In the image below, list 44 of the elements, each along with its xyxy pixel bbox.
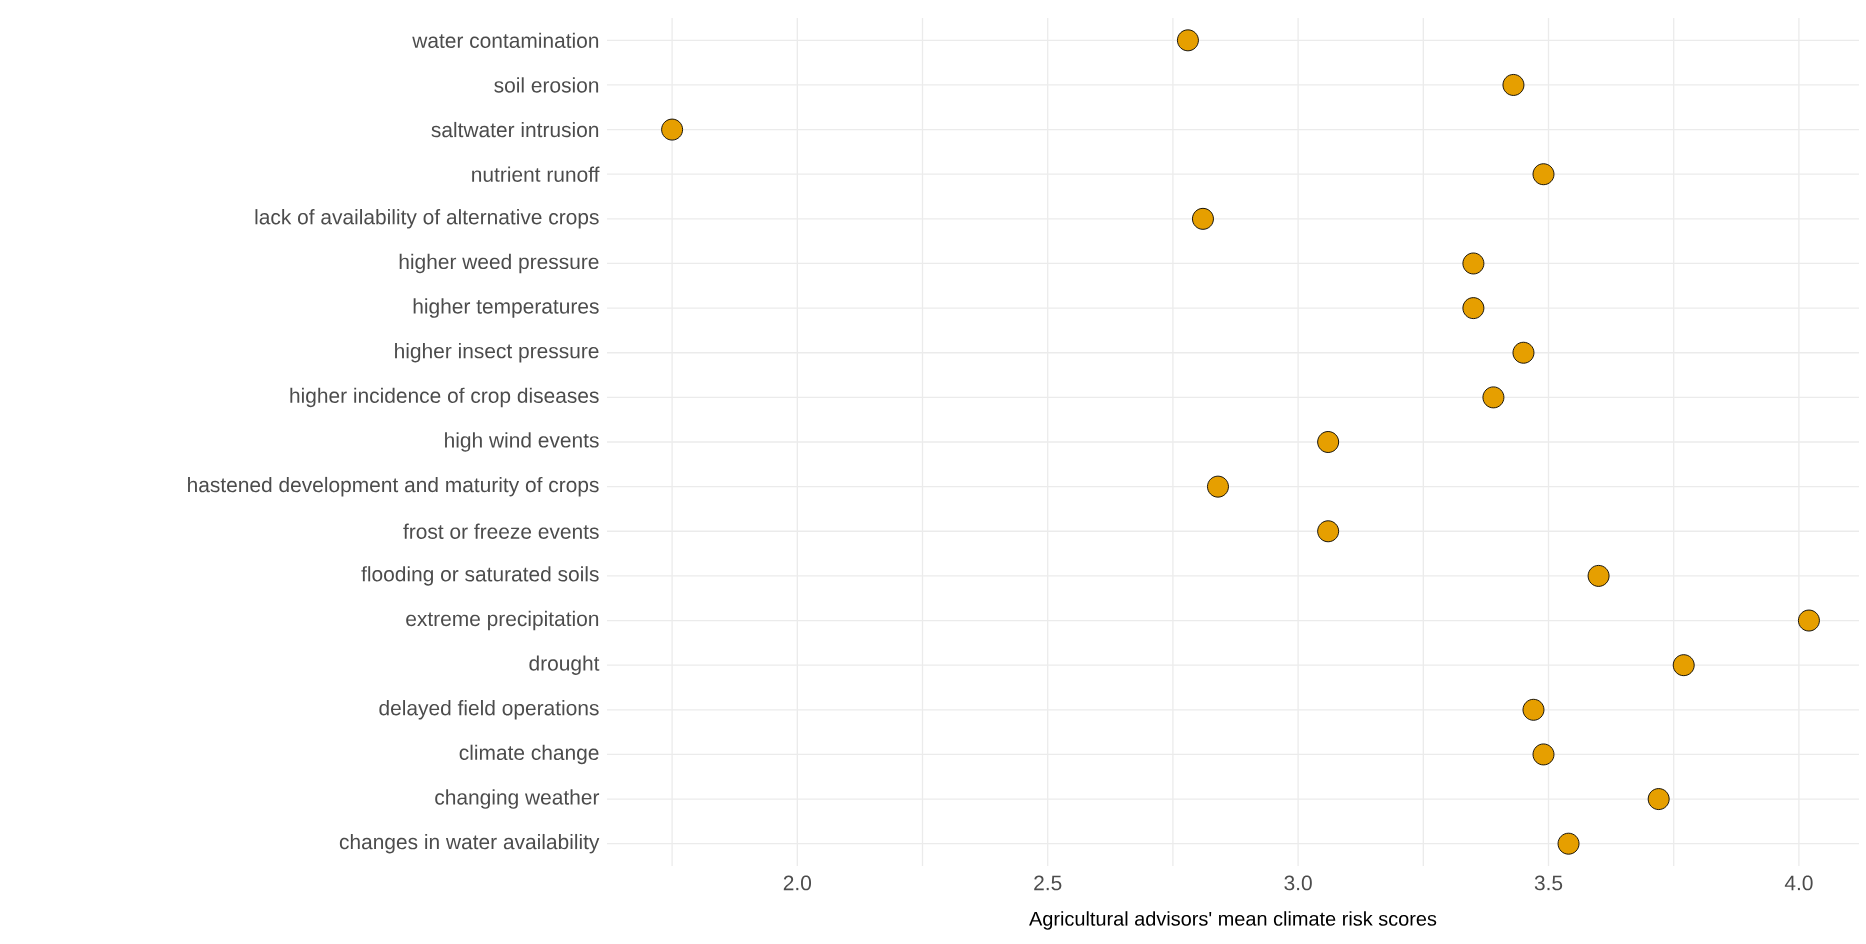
point [1522,698,1545,721]
point [1532,743,1555,766]
point [1462,252,1485,275]
point [1207,475,1229,498]
point [1557,832,1580,855]
x-tick-label: 3.0 [1284,875,1312,891]
y-tick-label: higher insect pressure [395,342,599,363]
point [1647,788,1670,811]
x-tick-label: 3.5 [1534,875,1563,891]
y-tick-label: climate change [459,744,599,765]
point [1532,163,1555,186]
y-tick-label: delayed field operations [379,700,599,720]
y-tick-label: changes in water availability [339,833,600,854]
y-tick-label: hastened development and maturity of crops [188,476,599,497]
point [1317,520,1340,543]
point [1797,609,1820,632]
point [1317,431,1340,453]
y-tick-label: higher incidence of crop diseases [290,387,599,408]
x-tick-label: 2.0 [783,875,812,891]
y-tick-label: extreme precipitation [406,610,599,631]
y-tick-label: flooding or saturated soils [361,566,599,586]
y-tick-label: lack of availability of alternative crops [255,209,599,229]
point [1502,74,1525,96]
y-tick-label: drought [529,655,600,675]
point [1192,207,1214,230]
point [1482,386,1505,409]
y-tick-label: soil erosion [494,77,599,93]
y-tick-label: frost or freeze events [403,523,599,539]
point [661,118,684,141]
y-tick-label: high wind events [445,432,599,452]
y-tick-label: saltwater intrusion [431,121,599,138]
y-tick-label: nutrient runoff [472,166,600,182]
x-axis-title: Agricultural advisors' mean climate risk scores [1029,911,1437,930]
point [1672,654,1695,677]
y-tick-label: higher weed pressure [399,253,599,274]
x-tick-label: 2.5 [1034,875,1062,891]
y-tick-label: higher temperatures [413,298,599,318]
point [1587,564,1610,587]
point [1176,29,1199,52]
y-tick-label: water contamination [412,32,599,48]
point [1462,297,1485,320]
point [1512,341,1535,364]
x-tick-label: 4.0 [1784,875,1813,891]
y-tick-label: changing weather [435,789,600,809]
